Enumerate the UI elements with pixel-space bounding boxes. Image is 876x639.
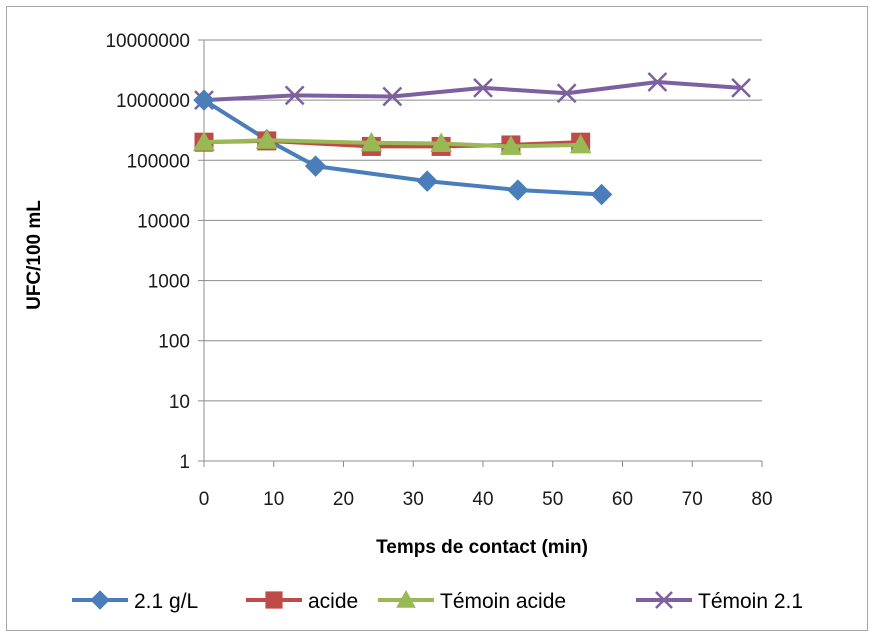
y-tick-label: 1 [179,452,190,473]
triangle-marker [430,132,452,153]
y-tick-label: 1000000 [116,91,190,112]
triangle-marker [193,131,215,151]
x-tick-label: 20 [333,489,354,510]
x-marker [382,86,403,107]
x-marker [655,591,673,609]
chart-frame [6,6,868,631]
diamond-marker [507,179,529,201]
diamond-marker [193,89,215,111]
legend-entry: acide [246,590,358,613]
x-tick-label: 30 [403,489,424,510]
x-tick-label: 60 [612,489,633,510]
gridlines [204,39,762,402]
diamond-marker [90,590,110,610]
y-tick-labels: 1 10 100 1000 10000 100000 1000000 10000000 [105,31,190,473]
x-tick-label: 70 [682,489,703,510]
plot-series [193,72,751,206]
triangle-marker [500,135,522,155]
y-tick-label: 10 [169,392,190,413]
legend-label: Témoin acide [440,590,566,613]
x-marker-stroke [647,72,668,92]
diamond-marker [416,170,438,192]
series-t-moin-acide [193,129,592,155]
x-marker-stroke [284,85,305,106]
triangle-marker [396,589,416,608]
x-tick-label: 0 [199,489,210,510]
x-marker [284,85,305,106]
x-marker-stroke [382,86,403,107]
x-marker [556,83,577,104]
legend-label: acide [308,590,358,613]
legend-label: 2.1 g/L [134,590,198,613]
x-marker-stroke [731,77,751,98]
x-axis-label: Temps de contact (min) [376,537,588,558]
x-marker-stroke [556,83,577,104]
legend-entry: Témoin acide [378,589,566,613]
legend-label: Témoin 2.1 [698,590,803,613]
x-marker-stroke [473,77,493,98]
series-line [202,98,602,197]
triangle-marker [569,133,592,154]
x-tick-label: 80 [751,489,772,510]
y-axis-label: UFC/100 mL [24,200,45,310]
series-t-moin-2-1 [194,72,751,111]
y-tick-label: 10000000 [105,31,190,52]
x-tick-label: 50 [542,489,563,510]
y-tick-label: 1000 [148,272,190,293]
axes [198,39,763,467]
triangle-marker [255,129,278,149]
x-marker-stroke [655,591,673,609]
x-marker [473,77,493,98]
diamond-marker [304,155,327,177]
x-tick-label: 10 [263,489,284,510]
diamond-marker [590,183,613,206]
y-tick-label: 100 [158,332,190,353]
y-tick-label: 100000 [127,151,190,172]
x-tick-label: 40 [472,489,493,510]
legend-entry: 2.1 g/L [72,590,198,613]
x-tick-labels: 0 10 20 30 40 50 60 70 80 [199,489,773,510]
y-tick-label: 10000 [137,211,190,232]
x-marker [647,72,668,92]
square-marker [265,591,283,609]
x-marker [731,77,751,98]
legend: 2.1 g/L acide Témoin acide Témoin 2.1 [72,589,803,613]
legend-entry: Témoin 2.1 [636,590,803,613]
triangle-marker [360,131,383,152]
series-line [203,138,581,149]
